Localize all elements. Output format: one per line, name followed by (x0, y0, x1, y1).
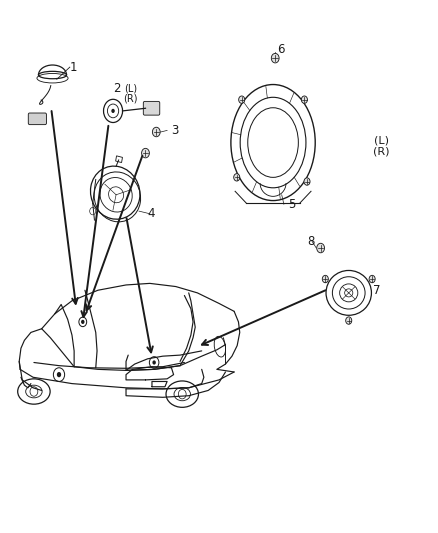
Text: 4: 4 (148, 207, 155, 220)
FancyBboxPatch shape (143, 101, 160, 115)
Circle shape (322, 276, 328, 282)
Circle shape (301, 96, 307, 103)
Circle shape (239, 96, 245, 103)
Text: (R): (R) (123, 94, 138, 104)
Text: 1: 1 (70, 61, 77, 74)
Text: 3: 3 (171, 124, 179, 137)
Text: 7: 7 (372, 284, 380, 297)
Text: (L): (L) (124, 83, 137, 93)
Circle shape (271, 53, 279, 63)
Circle shape (141, 148, 149, 158)
Circle shape (317, 243, 325, 253)
Circle shape (346, 317, 352, 324)
Circle shape (111, 109, 115, 113)
Circle shape (81, 320, 85, 324)
Circle shape (57, 372, 61, 377)
Text: 8: 8 (307, 235, 315, 248)
Text: (R): (R) (373, 146, 389, 156)
Circle shape (152, 127, 160, 137)
FancyBboxPatch shape (28, 113, 46, 125)
Text: (L): (L) (374, 135, 389, 146)
Circle shape (234, 174, 240, 181)
Text: 2: 2 (113, 82, 120, 95)
Text: 6: 6 (277, 43, 285, 55)
Circle shape (369, 276, 375, 282)
Text: 5: 5 (288, 198, 296, 211)
Circle shape (304, 178, 310, 185)
Bar (116, 156, 123, 163)
Circle shape (152, 360, 156, 365)
